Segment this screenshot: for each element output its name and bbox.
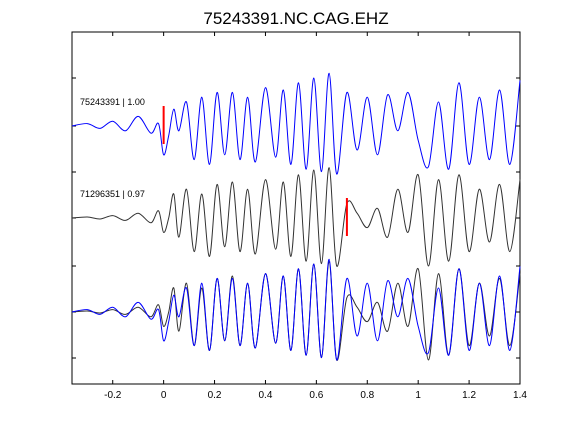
x-tick-label: 1.2 <box>462 390 476 401</box>
x-tick-label: 1 <box>415 390 421 401</box>
waveform-line <box>71 72 521 175</box>
x-tick-label: 0 <box>161 390 167 401</box>
chart-title: 75243391.NC.CAG.EHZ <box>203 9 388 28</box>
plot-frame <box>71 31 521 385</box>
x-tick-label: 0.2 <box>208 390 222 401</box>
axis-ticks: -0.2 0 0.2 0.4 0.6 0.8 1 1.2 1.4 <box>72 32 527 401</box>
trace-label: 71296351 | 0.97 <box>80 189 145 199</box>
x-tick-label: 0.8 <box>360 390 374 401</box>
x-tick-label: 1.4 <box>513 390 527 401</box>
overlay-waveform-line <box>71 261 521 361</box>
x-tick-label: 0.4 <box>259 390 273 401</box>
x-tick-label: -0.2 <box>104 390 122 401</box>
trace-label: 75243391 | 1.00 <box>80 97 145 107</box>
overlay-waveform-line <box>71 258 521 361</box>
x-tick-label: 0.6 <box>309 390 323 401</box>
waveform-line <box>71 167 521 267</box>
waveform-traces: 75243391 | 1.00 71296351 | 0.97 <box>71 72 521 361</box>
